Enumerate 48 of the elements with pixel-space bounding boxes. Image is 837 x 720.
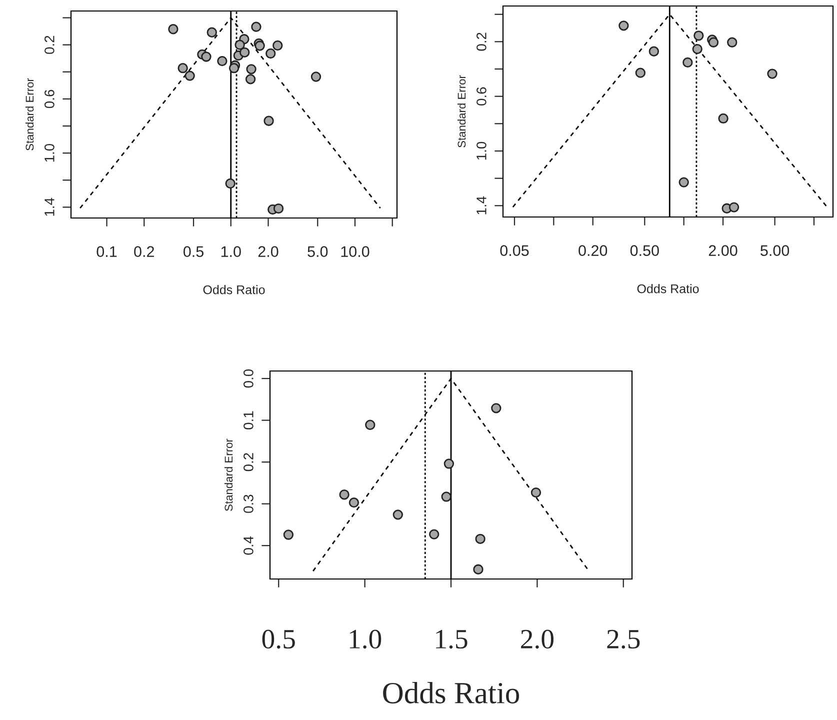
point — [441, 492, 452, 502]
y-axis-title: Standard Error — [457, 75, 466, 148]
x-tick-label: 10.0 — [341, 246, 370, 257]
x-tick-label: 1.5 — [436, 630, 468, 649]
point — [339, 490, 350, 500]
x-tick-label: 0.20 — [578, 245, 608, 256]
point — [475, 534, 486, 544]
y-axis-title: Standard Error — [25, 78, 34, 150]
x-tick-label: 2.5 — [607, 630, 640, 649]
x-tick-label: 0.2 — [134, 246, 154, 257]
y-tick-label: 0.1 — [244, 411, 254, 430]
y-tick-label: 0.3 — [244, 494, 254, 513]
point — [473, 564, 484, 574]
y-tick-label: 1.4 — [44, 198, 54, 216]
y-tick-label: 1.0 — [476, 142, 486, 160]
point — [348, 497, 360, 508]
point — [444, 458, 454, 469]
y-tick-label: 0.0 — [244, 369, 254, 388]
x-tick-label: 1.0 — [221, 246, 241, 257]
y-tick-label: 1.0 — [44, 144, 54, 162]
y-tick-label: 0.2 — [476, 32, 486, 51]
x-axis-title: Odds Ratio — [637, 284, 699, 294]
x-tick-label: 2.0 — [521, 630, 554, 649]
point — [365, 420, 376, 430]
y-axis-title: Standard Error — [224, 438, 233, 511]
x-tick-label: 5.0 — [308, 246, 328, 257]
y-tick-label: 0.2 — [244, 453, 254, 472]
x-tick-label: 0.05 — [500, 245, 529, 256]
x-axis-title: Odds Ratio — [203, 285, 265, 294]
x-tick-label: 0.5 — [262, 630, 295, 649]
y-tick-label: 0.4 — [244, 536, 254, 555]
x-tick-label: 0.1 — [96, 246, 117, 257]
y-tick-label: 0.6 — [44, 90, 54, 108]
x-tick-label: 2.00 — [708, 245, 738, 256]
x-tick-label: 1.0 — [350, 630, 382, 649]
x-axis-title: Odds Ratio — [383, 682, 520, 704]
point — [530, 487, 542, 498]
x-tick-label: 5.00 — [760, 245, 790, 256]
point — [491, 403, 502, 414]
x-tick-label: 0.5 — [184, 246, 204, 257]
point — [283, 530, 294, 540]
x-tick-label: 2.0 — [258, 246, 278, 257]
y-tick-label: 0.6 — [476, 87, 486, 106]
y-tick-label: 0.2 — [44, 36, 54, 54]
point — [429, 529, 440, 540]
point — [392, 510, 403, 520]
x-tick-label: 0.50 — [630, 245, 659, 256]
y-tick-label: 1.4 — [476, 196, 486, 214]
